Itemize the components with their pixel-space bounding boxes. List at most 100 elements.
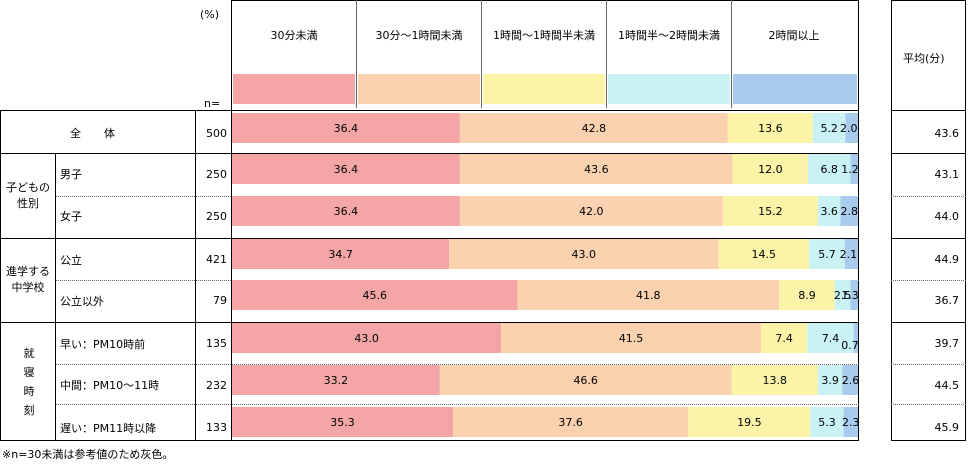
legend-divider	[606, 0, 607, 108]
legend-swatch-4	[733, 74, 857, 104]
bar-segment	[718, 239, 810, 269]
bar-value-label: 34.7	[328, 248, 353, 261]
bar-segment	[807, 323, 854, 353]
n-value: 250	[206, 210, 227, 223]
average-value: 43.1	[934, 168, 960, 181]
n-value: 500	[206, 127, 227, 140]
bar-value-label: 35.3	[330, 416, 355, 429]
bar-segment	[439, 365, 732, 395]
row-label-early: 早い：PM10時前	[60, 338, 146, 351]
avg-left-line	[891, 110, 892, 440]
row-separator	[56, 364, 859, 365]
bar-value-label: 42.0	[579, 205, 604, 218]
bar-value-label: 7.4	[775, 332, 793, 345]
bar-value-label: 3.6	[820, 205, 838, 218]
group-separator	[891, 153, 966, 154]
bar-value-label: 33.2	[324, 374, 349, 387]
row-label-middle: 中間：PM10〜11時	[60, 379, 160, 392]
bar-value-label: 43.0	[572, 248, 597, 261]
bar-value-label: 36.4	[334, 205, 359, 218]
bar-value-label: 7.4	[822, 332, 840, 345]
table-top-line-avg	[891, 110, 966, 111]
bar-value-label: 43.6	[584, 163, 609, 176]
bar-segment	[731, 365, 818, 395]
legend-swatch-3	[608, 74, 730, 104]
bar-segment	[727, 113, 813, 143]
bar-segment	[517, 280, 780, 310]
group-separator	[0, 322, 859, 323]
footnote: ※n=30未満は参考値のため灰色。	[2, 448, 174, 461]
bar-segment	[779, 280, 835, 310]
bar-segment	[688, 407, 811, 437]
bar-segment	[760, 323, 808, 353]
bar-segment	[809, 239, 845, 269]
bar-value-label: 42.8	[582, 122, 607, 135]
bar-segment	[459, 113, 728, 143]
n-header-label: n=	[204, 97, 221, 110]
bar-value-label: 5.2	[820, 122, 838, 135]
group-separator	[891, 238, 966, 239]
bar-value-label: 13.8	[762, 374, 787, 387]
bar-segment	[232, 280, 518, 310]
row-label-female: 女子	[60, 210, 82, 223]
bar-value-label: 2.1	[840, 248, 858, 261]
row-label-non-public: 公立以外	[60, 295, 104, 308]
bar-segment	[842, 365, 858, 395]
table-bottom-line	[0, 440, 859, 441]
average-value: 43.6	[934, 127, 960, 140]
average-value: 44.0	[934, 210, 960, 223]
average-header: 平均(分)	[903, 52, 945, 65]
average-value: 45.9	[934, 421, 960, 434]
row-separator	[891, 364, 966, 365]
bar-value-label: 13.6	[758, 122, 783, 135]
average-value: 36.7	[934, 294, 960, 307]
bar-value-label: 1.2	[841, 163, 858, 176]
bar-segment	[232, 239, 450, 269]
group-separator	[0, 238, 859, 239]
bar-segment	[850, 154, 858, 184]
row-label-late: 遅い：PM11時以降	[60, 422, 157, 435]
chart-right-line	[858, 110, 859, 440]
bar-segment	[501, 323, 761, 353]
row-separator	[891, 196, 966, 197]
average-value: 39.7	[934, 337, 960, 350]
bar-segment	[807, 154, 851, 184]
legend-label-4: 2時間以上	[768, 29, 820, 42]
bar-value-label: 2.5	[834, 289, 852, 302]
bar-value-label: 45.6	[362, 289, 387, 302]
n-col-line-right	[231, 110, 232, 440]
legend-swatch-0	[233, 74, 355, 104]
bar-value-label: 41.5	[619, 332, 644, 345]
table-top-line	[0, 110, 859, 111]
n-value: 232	[206, 379, 227, 392]
bar-value-label: 43.0	[354, 332, 379, 345]
bar-segment	[810, 407, 844, 437]
bar-value-label: 6.8	[820, 163, 838, 176]
group-separator	[0, 153, 859, 154]
avg-box-right	[965, 0, 966, 440]
bar-segment	[845, 113, 858, 143]
bar-value-label: 1.3	[841, 289, 858, 302]
group-label-school: 進学する中学校	[6, 265, 50, 294]
bar-segment	[722, 196, 818, 226]
bar-segment	[232, 407, 453, 437]
bar-segment	[232, 196, 460, 226]
bar-segment	[817, 365, 843, 395]
legend-label-1: 30分〜1時間未満	[375, 29, 463, 42]
average-value: 44.9	[934, 253, 960, 266]
header-box-right	[858, 0, 859, 110]
table-bottom-line-avg	[891, 440, 966, 441]
group-label-bedtime: 就寝時刻	[23, 347, 35, 417]
bar-value-label: 2.6	[842, 374, 858, 387]
n-value: 133	[206, 421, 227, 434]
n-col-line-left	[195, 110, 196, 440]
legend-swatch-1	[358, 74, 480, 104]
bar-value-label: 37.6	[558, 416, 583, 429]
bar-value-label: 15.2	[758, 205, 783, 218]
row-label-public: 公立	[60, 254, 82, 267]
bar-value-label: 14.5	[752, 248, 777, 261]
table-left-line	[0, 110, 1, 440]
bar-segment	[232, 113, 460, 143]
row-separator	[891, 280, 966, 281]
bar-segment	[232, 323, 502, 353]
